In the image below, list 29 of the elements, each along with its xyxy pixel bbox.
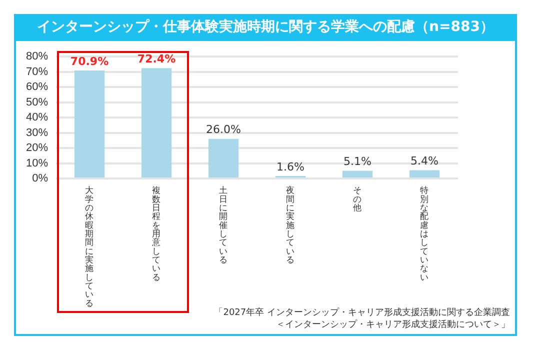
bar bbox=[208, 138, 239, 178]
data-label: 72.4% bbox=[137, 52, 176, 66]
bar bbox=[342, 170, 373, 178]
y-tick-label: 20% bbox=[26, 142, 48, 154]
y-tick-label: 0% bbox=[32, 172, 48, 185]
data-label: 1.6% bbox=[276, 160, 304, 174]
y-tick-label: 70% bbox=[26, 66, 48, 78]
y-tick-label: 80% bbox=[26, 50, 48, 63]
data-label: 26.0% bbox=[206, 123, 241, 136]
data-label: 5.4% bbox=[410, 154, 438, 168]
category-label: 特別な配慮はしていない bbox=[420, 185, 429, 282]
y-tick-label: 50% bbox=[26, 96, 48, 108]
category-label: 土日に開催している bbox=[219, 185, 228, 265]
x-tick-label: その他 bbox=[353, 185, 362, 213]
y-tick-label: 60% bbox=[26, 81, 48, 94]
data-label: 70.9% bbox=[70, 54, 109, 68]
category-label: 複数日程を用意している bbox=[152, 185, 162, 282]
text: ＜インターンシップ・キャリア形成支援活動について＞」 bbox=[276, 320, 510, 330]
category-label: 夜間に実施している bbox=[286, 185, 296, 265]
y-tick-label: 30% bbox=[26, 126, 48, 139]
y-tick-label: 40% bbox=[26, 112, 48, 124]
chart-title: インターンシップ・仕事体験実施時期に関する学業への配慮（n=883） bbox=[14, 14, 517, 41]
text: 「2027年卒 インターンシップ・キャリア形成支援活動に関する企業調査 bbox=[214, 308, 510, 318]
bar bbox=[74, 70, 105, 178]
bar bbox=[141, 68, 172, 178]
bar bbox=[409, 170, 440, 178]
y-tick-label: 10% bbox=[26, 157, 48, 170]
data-label: 5.1% bbox=[344, 155, 372, 168]
category-label: 大学の休暇期間に実施している bbox=[85, 185, 94, 308]
